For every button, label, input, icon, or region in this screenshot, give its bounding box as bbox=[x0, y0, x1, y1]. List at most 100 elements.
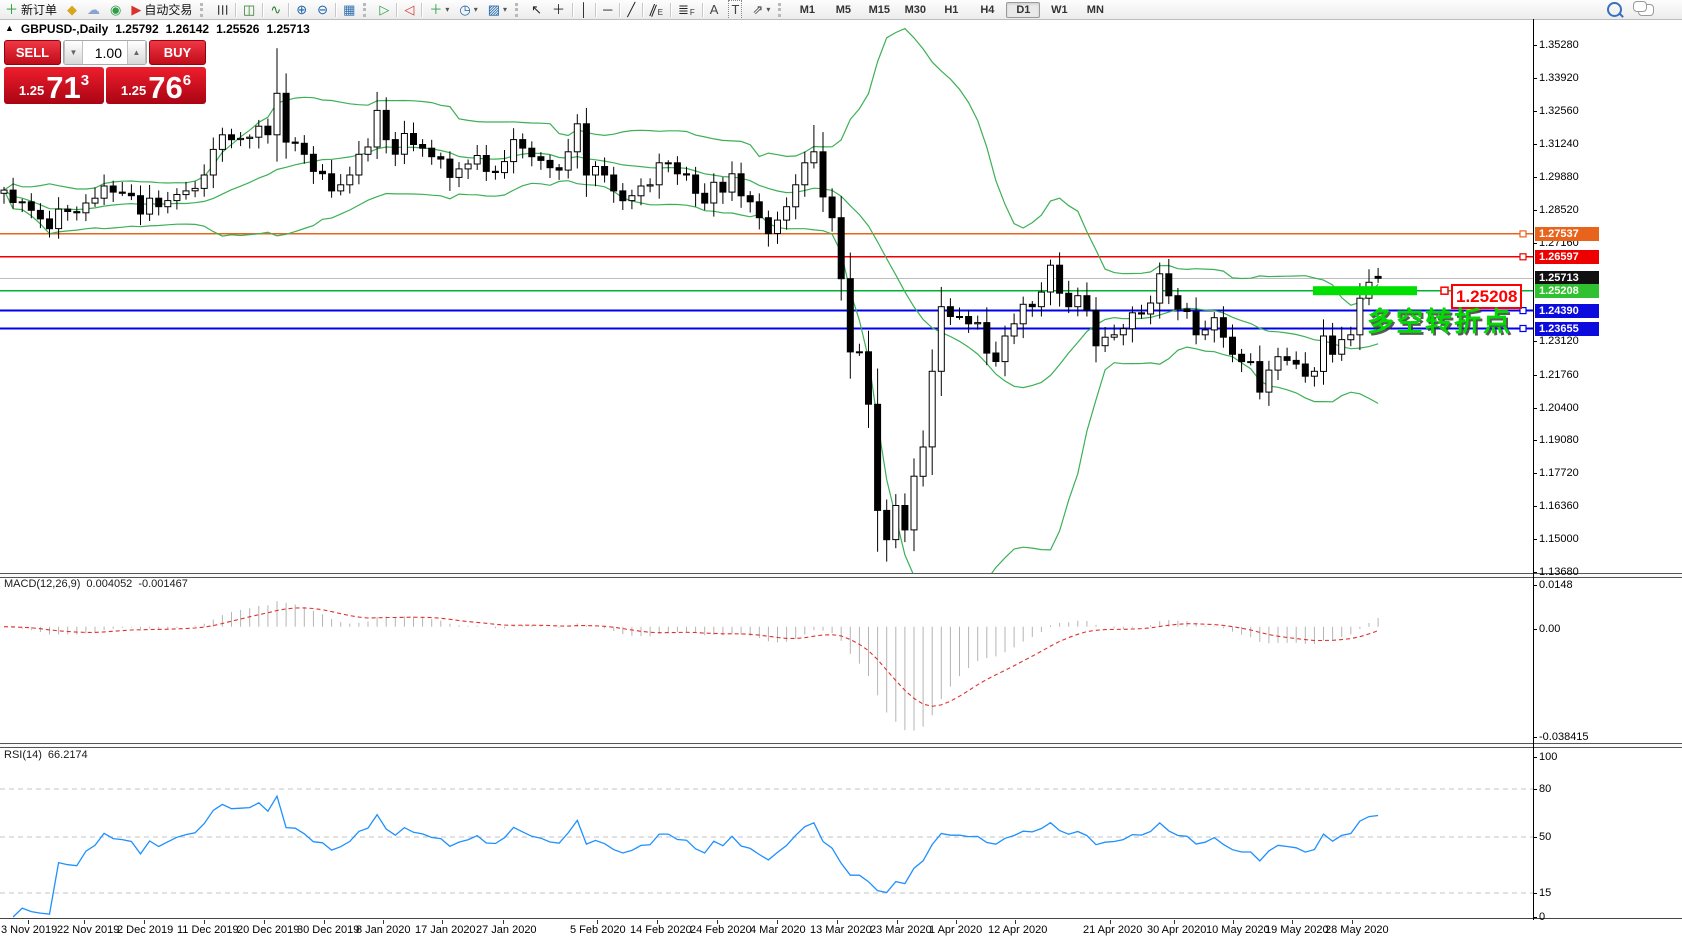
candle-body bbox=[1201, 329, 1209, 336]
macd-signal-value: -0.001467 bbox=[138, 578, 188, 590]
toolbar-handle[interactable] bbox=[200, 2, 206, 17]
toolbar-handle[interactable] bbox=[515, 2, 521, 17]
time-tick bbox=[442, 920, 443, 924]
volume-input[interactable]: 1.00 bbox=[94, 44, 122, 61]
rsi-line bbox=[12, 794, 1379, 918]
price-tick-label: 1.16360 bbox=[1533, 500, 1579, 512]
date-label: 10 May 2020 bbox=[1206, 924, 1270, 936]
volume-increase-button[interactable]: ▲ bbox=[127, 41, 146, 64]
candle-body bbox=[646, 184, 654, 187]
buy-button[interactable]: BUY bbox=[149, 40, 206, 65]
trendline-button[interactable]: ╱ bbox=[622, 1, 640, 19]
candlestick-chart-button[interactable]: ◫ bbox=[238, 1, 260, 19]
styles-button[interactable]: ◆ bbox=[62, 1, 82, 19]
candle-body bbox=[837, 217, 845, 280]
templates-button[interactable]: ▨ ▾ bbox=[483, 1, 512, 19]
support-price-label[interactable]: 1.25208 bbox=[1451, 284, 1523, 309]
text-button[interactable]: A bbox=[705, 1, 724, 19]
dropdown-caret-icon[interactable]: ▾ bbox=[503, 5, 508, 14]
line-anchor-marker[interactable] bbox=[1519, 253, 1527, 261]
sell-price-display[interactable]: 1.25 71 3 bbox=[4, 67, 104, 104]
date-label: 21 Apr 2020 bbox=[1083, 924, 1143, 936]
indicators-button[interactable]: ＋ ▾ bbox=[424, 1, 454, 19]
price-tick-label: 1.19080 bbox=[1533, 434, 1579, 446]
candle-body bbox=[619, 190, 627, 202]
turning-point-note[interactable]: 多空转折点 bbox=[1367, 307, 1512, 337]
candle-body bbox=[410, 133, 417, 145]
periods-button[interactable]: ◷ ▾ bbox=[454, 1, 482, 19]
support-band[interactable] bbox=[1313, 286, 1417, 296]
candle-body bbox=[1128, 312, 1136, 330]
mql5-community-button[interactable]: ☁ bbox=[82, 1, 105, 19]
candle-body bbox=[1229, 336, 1236, 355]
auto-scroll-button[interactable]: ◁ bbox=[399, 1, 419, 19]
timeframe-h4[interactable]: H4 bbox=[980, 3, 995, 16]
horizontal-line-button[interactable]: ─ bbox=[598, 1, 617, 19]
autotrading-button[interactable]: ▶ 自动交易 bbox=[126, 1, 197, 19]
bar-chart-icon: ☰ bbox=[215, 3, 231, 16]
line-anchor-marker[interactable] bbox=[1519, 324, 1527, 333]
candle-body bbox=[1092, 309, 1100, 347]
candle-body bbox=[892, 505, 900, 541]
chat-icon[interactable] bbox=[1633, 1, 1654, 16]
candle-body bbox=[91, 197, 99, 204]
candle-body bbox=[491, 170, 499, 174]
timeframe-d1[interactable]: D1 bbox=[1006, 1, 1041, 18]
macd-splitter[interactable] bbox=[0, 573, 1682, 578]
trendline-icon: ╱ bbox=[627, 1, 636, 17]
timeframe-m30[interactable]: M30 bbox=[904, 3, 927, 16]
line-anchor-marker[interactable] bbox=[1519, 307, 1527, 315]
volume-decrease-button[interactable]: ▼ bbox=[64, 41, 83, 64]
zoom-out-icon: ⊖ bbox=[317, 1, 329, 17]
candle-body bbox=[1056, 264, 1064, 294]
time-tick bbox=[657, 920, 658, 924]
timeframe-m1[interactable]: M1 bbox=[799, 3, 815, 16]
templates-icon: ▨ bbox=[487, 1, 501, 17]
toolbar-handle[interactable] bbox=[363, 2, 369, 17]
zoom-in-button[interactable]: ⊕ bbox=[291, 1, 312, 19]
timeframe-w1[interactable]: W1 bbox=[1051, 3, 1068, 16]
cursor-button[interactable]: ↖ bbox=[526, 1, 547, 19]
fibonacci-button[interactable]: ≣ F bbox=[673, 1, 700, 19]
timeframe-h1[interactable]: H1 bbox=[944, 3, 959, 16]
zoom-out-button[interactable]: ⊖ bbox=[312, 1, 333, 19]
bar-chart-button[interactable]: ☰ bbox=[211, 1, 233, 19]
time-axis[interactable]: 3 Nov 2019 22 Nov 2019 2 Dec 2019 11 Dec 20… bbox=[0, 920, 1682, 940]
signals-button[interactable]: ◉ bbox=[105, 1, 126, 19]
date-label: 24 Feb 2020 bbox=[690, 924, 752, 936]
dropdown-caret-icon[interactable]: ▾ bbox=[473, 5, 478, 14]
collapse-icon[interactable]: ▲ bbox=[5, 23, 14, 33]
zoom-in-icon: ⊕ bbox=[296, 1, 308, 17]
timeframe-m15[interactable]: M15 bbox=[868, 3, 891, 16]
vertical-line-button[interactable]: │ bbox=[575, 1, 593, 19]
dropdown-caret-icon[interactable]: ▾ bbox=[766, 5, 771, 14]
timeframe-m5[interactable]: M5 bbox=[835, 3, 851, 16]
main-chart-canvas[interactable] bbox=[0, 19, 1533, 575]
arrows-button[interactable]: ⇗ ▾ bbox=[747, 1, 775, 19]
text-label-button[interactable]: T bbox=[723, 0, 747, 19]
label-anchor-marker[interactable] bbox=[1440, 286, 1449, 295]
timeframe-mn[interactable]: MN bbox=[1086, 3, 1104, 16]
dropdown-caret-icon[interactable]: ▾ bbox=[445, 5, 450, 14]
date-label: 22 Nov 2019 bbox=[57, 924, 120, 936]
rsi-canvas[interactable] bbox=[0, 747, 1533, 918]
rsi-splitter[interactable] bbox=[0, 743, 1682, 748]
candle-body bbox=[1174, 295, 1182, 310]
tile-windows-button[interactable]: ▦ bbox=[338, 1, 360, 19]
buy-price-point: 6 bbox=[182, 72, 192, 89]
price-tick-label: 1.29880 bbox=[1533, 171, 1579, 183]
chart-shift-button[interactable]: ▷ bbox=[374, 1, 394, 19]
line-chart-button[interactable]: ∿ bbox=[265, 1, 286, 19]
candle-body bbox=[728, 173, 736, 193]
sell-button[interactable]: SELL bbox=[4, 40, 61, 65]
crosshair-button[interactable]: ＋ bbox=[547, 1, 570, 19]
search-icon[interactable] bbox=[1607, 2, 1622, 17]
toolbar-handle[interactable] bbox=[778, 2, 784, 17]
new-order-button[interactable]: ＋新订单 bbox=[0, 1, 62, 19]
candle-body bbox=[482, 155, 490, 172]
line-anchor-marker[interactable] bbox=[1519, 230, 1527, 238]
candle-body bbox=[582, 123, 590, 176]
equidistant-channel-button[interactable]: ∥ E bbox=[645, 1, 668, 19]
macd-canvas[interactable] bbox=[0, 577, 1533, 745]
buy-price-display[interactable]: 1.25 76 6 bbox=[106, 67, 206, 104]
